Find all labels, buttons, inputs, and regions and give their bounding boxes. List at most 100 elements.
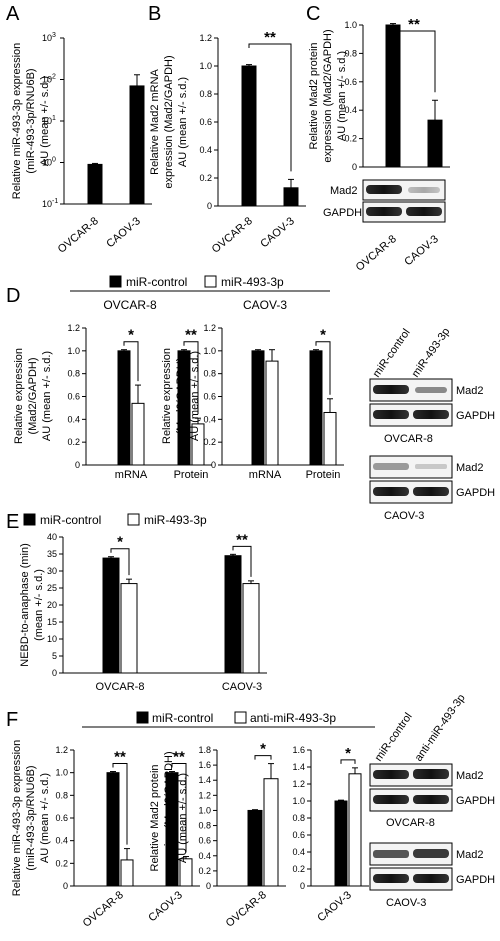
x-tick-label: OVCAR-8 bbox=[56, 215, 101, 256]
y-axis-label: Relative expression bbox=[13, 348, 25, 444]
blot-band bbox=[373, 487, 409, 496]
x-tick-label: CAOV-3 bbox=[258, 215, 297, 250]
x-tick-label: Protein bbox=[306, 469, 341, 481]
y-tick-label: 0.2 bbox=[203, 437, 216, 447]
significance-mark: * bbox=[345, 745, 351, 762]
y-axis-label: expression (Mad2/GAPDH) bbox=[163, 55, 175, 188]
blot-band bbox=[413, 795, 449, 804]
y-tick-label: 25 bbox=[47, 583, 57, 593]
blot-cell-label: OVCAR-8 bbox=[386, 817, 435, 829]
lane-label-anti: anti-miR-493-3p bbox=[413, 692, 468, 763]
y-axis-label: (mean +/- s.d.) bbox=[33, 569, 45, 641]
y-tick-label: 0.4 bbox=[292, 847, 305, 857]
significance-bracket bbox=[171, 763, 187, 853]
blot-label-gapdh: GAPDH bbox=[456, 487, 495, 499]
y-tick-label: 0.2 bbox=[199, 173, 212, 183]
y-tick-label: 0 bbox=[300, 881, 305, 891]
y-tick-exponent: 1 bbox=[52, 115, 56, 122]
y-tick-label: 0.2 bbox=[198, 866, 211, 876]
blot-frame bbox=[369, 455, 453, 479]
bar bbox=[117, 350, 131, 466]
bar bbox=[102, 557, 120, 674]
x-tick-label: CAOV-3 bbox=[402, 233, 441, 268]
blot-band bbox=[413, 874, 449, 883]
y-tick-label: 0.4 bbox=[67, 414, 80, 424]
blot-frame bbox=[369, 403, 453, 427]
blot-frame bbox=[369, 480, 453, 504]
x-tick-label: CAOV-3 bbox=[222, 681, 262, 693]
y-tick-label: 1.2 bbox=[55, 745, 68, 755]
y-axis-label: (Mad2/GAPDH) bbox=[27, 357, 39, 434]
y-axis-label: Relative Mad2 protein bbox=[308, 42, 320, 149]
significance-bracket bbox=[254, 755, 272, 760]
y-tick-label: 0.2 bbox=[55, 858, 68, 868]
bar bbox=[309, 350, 323, 466]
y-axis-label: (miR-493-3p/RNU6B) bbox=[25, 68, 37, 173]
y-tick-label: 0 bbox=[206, 881, 211, 891]
blot-label-gapdh: GAPDH bbox=[456, 795, 495, 807]
blot-label-gapdh: GAPDH bbox=[323, 207, 362, 219]
lane-label-control: miR-control bbox=[373, 711, 415, 764]
y-tick-label: 1.2 bbox=[199, 33, 212, 43]
blot-cell-label: CAOV-3 bbox=[386, 897, 426, 909]
significance-mark: * bbox=[128, 327, 134, 344]
significance-bracket bbox=[183, 341, 199, 415]
y-tick-label: 1.4 bbox=[292, 762, 305, 772]
y-axis-label: Relative expression bbox=[161, 348, 173, 444]
y-axis-label: Relative miR-493-3p expression bbox=[11, 740, 23, 897]
blot-d-caov: Mad2 GAPDH CAOV-3 bbox=[369, 455, 495, 522]
legend-f: miR-control anti-miR-493-3p bbox=[82, 711, 375, 728]
legend-e: miR-control miR-493-3p bbox=[23, 513, 207, 527]
y-tick-label: 0.2 bbox=[67, 437, 80, 447]
significance-mark: ** bbox=[185, 327, 197, 344]
y-tick-label: 1.4 bbox=[198, 775, 211, 785]
lane-label-control: miR-control bbox=[371, 327, 413, 380]
bar bbox=[129, 85, 145, 205]
y-axis-label: expression (Mad2/GAPDH) bbox=[322, 29, 334, 162]
y-axis-label: NEBD-to-anaphase (min) bbox=[19, 543, 31, 667]
y-tick-label: 0 bbox=[52, 668, 57, 678]
blot-band bbox=[415, 464, 447, 469]
bar bbox=[247, 809, 263, 887]
y-tick-label: 1.0 bbox=[292, 796, 305, 806]
blot-band bbox=[413, 769, 449, 779]
legend-label-mimic: miR-493-3p bbox=[221, 275, 284, 289]
y-tick-label: 10 bbox=[42, 116, 52, 126]
chart-b: 0 0.2 0.4 0.6 0.8 1.0 1.2 Relative Mad2 mRNA exp… bbox=[149, 29, 306, 256]
y-tick-label: 0.6 bbox=[67, 392, 80, 402]
significance-bracket bbox=[232, 545, 252, 577]
legend-swatch-control bbox=[109, 275, 122, 288]
significance-bracket bbox=[340, 759, 356, 764]
y-tick-exponent: 2 bbox=[52, 74, 56, 81]
y-axis-label: AU (mean +/- s.d.) bbox=[177, 77, 189, 167]
x-tick-label: CAOV-3 bbox=[146, 889, 185, 924]
blot-band bbox=[415, 387, 447, 393]
y-tick-label: 1.0 bbox=[344, 20, 357, 30]
bar bbox=[323, 411, 337, 466]
y-axis-label: Relative Mad2 mRNA bbox=[149, 68, 161, 174]
y-tick-label: 0.8 bbox=[198, 821, 211, 831]
blot-cell-label: OVCAR-8 bbox=[384, 433, 433, 445]
blot-label-gapdh: GAPDH bbox=[456, 874, 495, 886]
blot-band bbox=[408, 187, 440, 193]
blot-c: Mad2 GAPDH bbox=[323, 179, 446, 223]
chart-d2: 0 0.2 0.4 0.6 0.8 1.0 1.2 Relative expression (M… bbox=[161, 298, 344, 481]
x-tick-label: OVCAR-8 bbox=[354, 233, 399, 274]
y-tick-label: 0.4 bbox=[198, 851, 211, 861]
blot-band bbox=[373, 410, 409, 419]
y-axis-label: AU (mean +/- s.d.) bbox=[189, 351, 201, 441]
y-tick-exponent: -1 bbox=[52, 198, 58, 205]
y-axis-label: expression (Mad2/GAPDH) bbox=[163, 751, 175, 884]
x-tick-label: Protein bbox=[174, 469, 209, 481]
blot-frame bbox=[369, 867, 453, 891]
significance-mark: ** bbox=[264, 29, 276, 46]
bar bbox=[251, 350, 265, 466]
blot-band bbox=[373, 850, 409, 858]
significance-bracket bbox=[248, 43, 292, 172]
significance-bracket bbox=[123, 341, 139, 382]
bar bbox=[427, 119, 443, 168]
chart-e: 0 5 10 15 20 25 30 35 40 NEBD-to-anaphase (min) (m… bbox=[19, 531, 267, 693]
y-tick-label: 40 bbox=[47, 532, 57, 542]
y-tick-label: 10 bbox=[42, 199, 52, 209]
blot-band bbox=[413, 849, 449, 858]
